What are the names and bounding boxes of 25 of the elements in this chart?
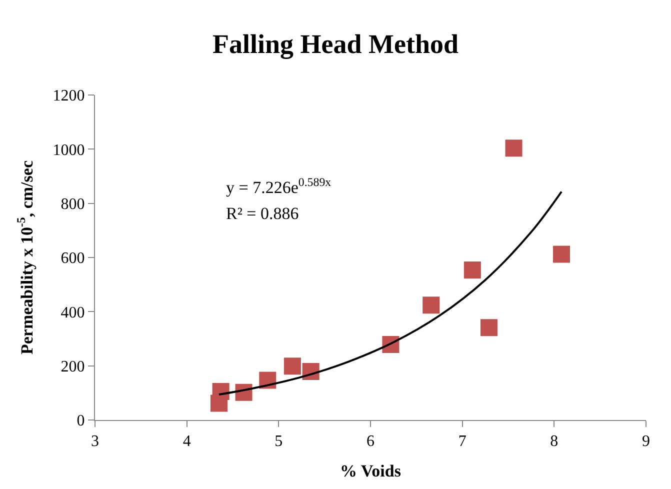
point — [422, 296, 440, 314]
x-tick-label: 7 — [458, 433, 466, 450]
x-tick-label: 9 — [642, 433, 650, 450]
x-tick-label: 6 — [366, 433, 374, 450]
point — [480, 319, 498, 336]
y-tick-label: 200 — [60, 358, 85, 376]
point — [553, 246, 570, 263]
y-tick-label: 600 — [60, 250, 85, 268]
y-tick-label: 1000 — [52, 142, 85, 159]
point — [505, 140, 522, 157]
x-tick-label: 5 — [274, 433, 283, 450]
x-tick-label: 8 — [550, 433, 558, 450]
y-tick-label: 1200 — [52, 88, 85, 105]
chart-title: Falling Head Method — [212, 29, 459, 60]
x-tick-label: 4 — [182, 433, 191, 450]
annotation: y = 7.226e$^{0.589x}$ — [226, 175, 332, 198]
point — [212, 383, 230, 400]
x-tick-label: 3 — [91, 433, 99, 450]
annotation: R² = 0.886 — [226, 204, 299, 223]
x-axis-title: % Voids — [340, 462, 402, 481]
y-tick-label: 400 — [60, 304, 85, 322]
y-tick-label: 800 — [60, 196, 85, 213]
point — [284, 358, 301, 375]
y-tick-label: 0 — [76, 412, 85, 430]
point — [464, 261, 481, 278]
